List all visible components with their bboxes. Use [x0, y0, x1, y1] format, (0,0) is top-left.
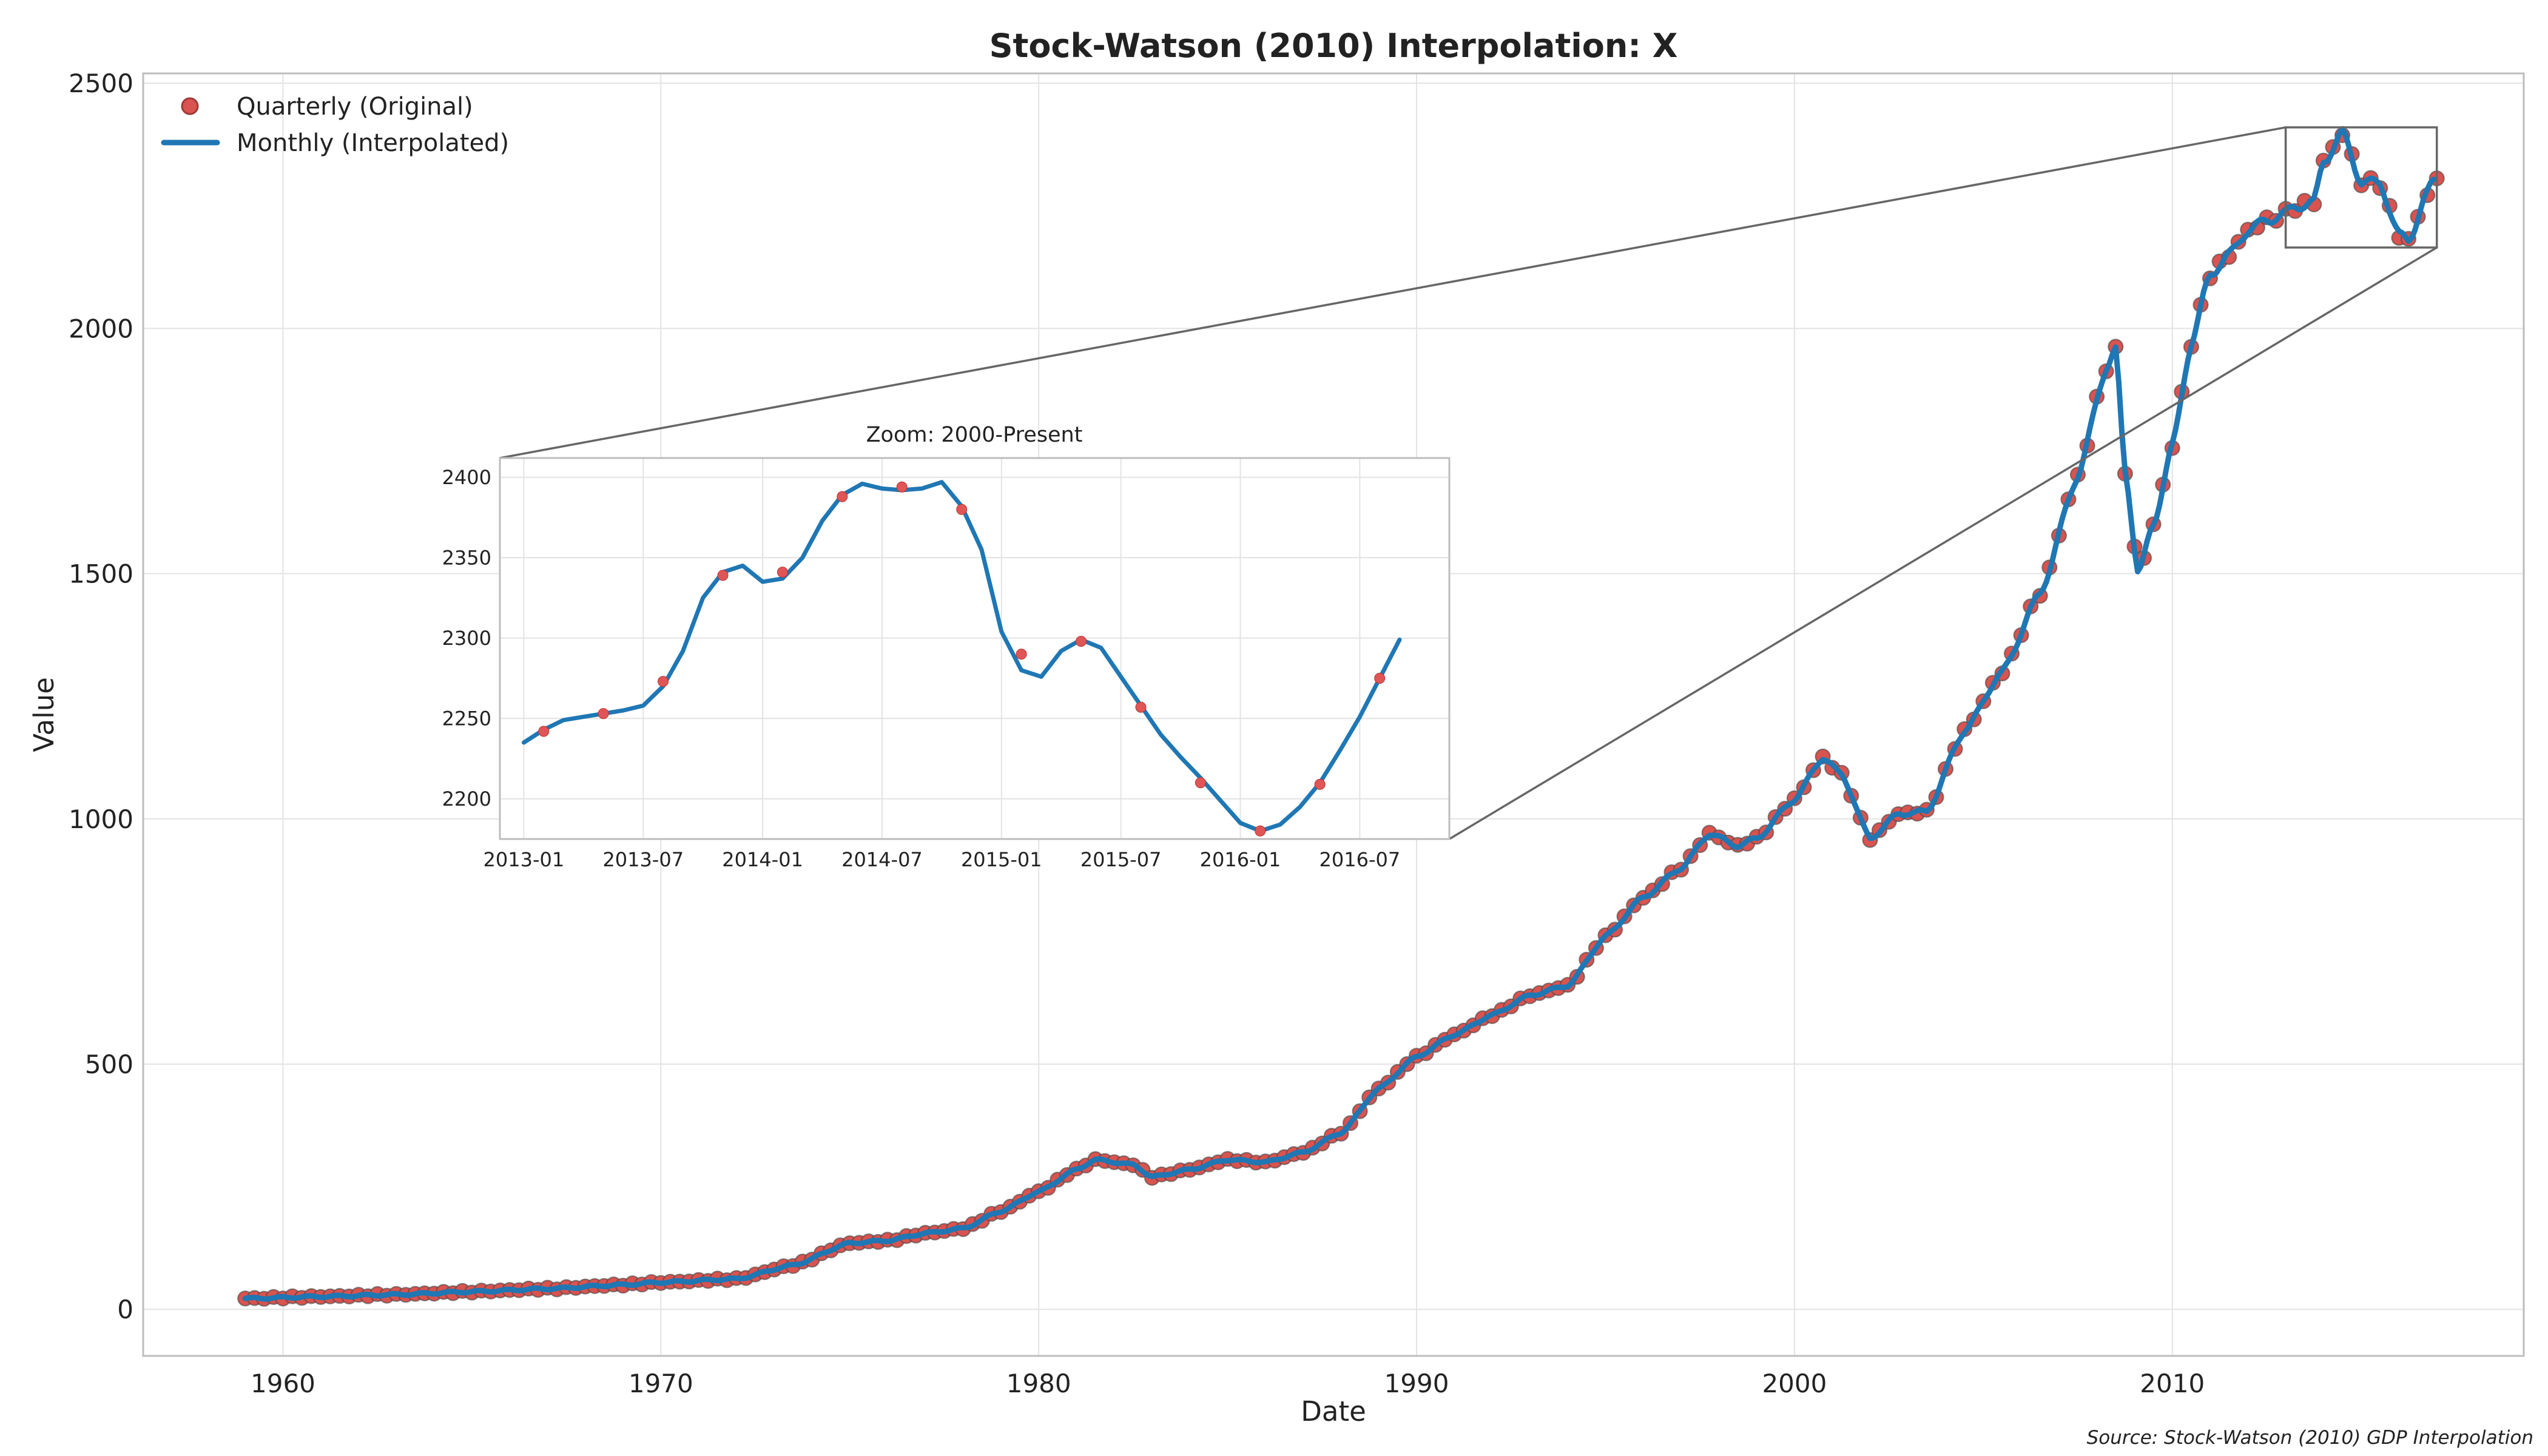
x-tick-label: 1980: [1006, 1369, 1071, 1398]
legend-points-label: Quarterly (Original): [237, 93, 473, 121]
monthly-line: [242, 126, 2437, 1302]
inset-y-tick-label: 2350: [442, 546, 491, 569]
inset-quarterly-point: [896, 481, 908, 493]
inset-series: [521, 480, 1402, 837]
inset-y-tick-label: 2250: [442, 707, 491, 730]
zoom-connector-bottom: [1449, 246, 2438, 840]
inset-y-tick-label: 2400: [442, 466, 491, 489]
inset-y-tick-label: 2200: [442, 787, 491, 811]
inset-quarterly-point: [956, 504, 968, 515]
y-tick-label: 0: [117, 1295, 133, 1324]
y-tick-label: 2500: [69, 69, 133, 98]
inset-title: Zoom: 2000-Present: [866, 423, 1083, 447]
legend: Quarterly (Original) Monthly (Interpolat…: [161, 93, 509, 157]
zoom-connectors: [499, 126, 2438, 840]
legend-points-marker: [181, 97, 199, 115]
inset-quarterly-point: [1374, 673, 1386, 684]
main-ticks: 1960 1970 1980 1990 2000 2010 0 500 1000 1500 2000…: [69, 69, 2205, 1398]
inset-quarterly-point: [1016, 649, 1027, 660]
inset-frame: [499, 457, 1451, 840]
y-tick-label: 500: [85, 1050, 133, 1079]
source-note: Source: Stock-Watson (2010) GDP Interpol…: [2087, 1427, 2533, 1449]
inset-quarterly-point: [777, 567, 788, 578]
inset-quarterly-point: [658, 676, 669, 687]
main-plot-frame: [142, 72, 2525, 1357]
inset-quarterly-point: [1076, 636, 1087, 647]
inset-quarterly-point: [717, 570, 729, 581]
inset-grid: [500, 458, 1449, 839]
x-tick-label: 2010: [2140, 1369, 2205, 1398]
inset-quarterly-point: [837, 491, 848, 502]
y-tick-label: 1000: [69, 804, 133, 834]
x-tick-label: 2000: [1762, 1369, 1827, 1398]
inset-quarterly-point: [1314, 778, 1326, 790]
y-tick-label: 2000: [69, 314, 133, 343]
inset-quarterly-point: [1195, 777, 1206, 789]
inset-background: [500, 458, 1449, 839]
inset-y-tick-label: 2300: [442, 627, 491, 650]
inset-quarterly-point: [1135, 701, 1147, 713]
inset-ticks: 2200 2250 2300 2350 2400 2013-01 2013-07 2014-0…: [442, 466, 1401, 871]
inset-x-tick-label: 2014-01: [722, 848, 803, 871]
inset-x-tick-label: 2013-07: [602, 848, 684, 871]
x-axis-label: Date: [1301, 1395, 1366, 1427]
inset-quarterly-point: [1255, 825, 1266, 837]
chart-title: Stock-Watson (2010) Interpolation: X: [989, 27, 1678, 65]
y-tick-label: 1500: [69, 559, 133, 589]
inset-x-tick-label: 2016-01: [1200, 848, 1281, 871]
zoom-inset: 2200 2250 2300 2350 2400 2013-01 2013-07 2014-0…: [442, 423, 1451, 871]
inset-x-tick-label: 2016-07: [1320, 848, 1401, 871]
y-axis-label: Value: [28, 677, 60, 752]
inset-quarterly-point: [538, 726, 550, 737]
x-tick-label: 1970: [629, 1369, 693, 1398]
main-series: [237, 126, 2445, 1307]
inset-x-tick-label: 2015-01: [961, 848, 1042, 871]
legend-line-label: Monthly (Interpolated): [237, 129, 509, 157]
inset-x-tick-label: 2015-07: [1080, 848, 1162, 871]
zoom-connector-top: [499, 126, 2286, 459]
zoom-box: [2284, 126, 2438, 249]
x-tick-label: 1990: [1384, 1369, 1449, 1398]
x-tick-label: 1960: [251, 1369, 315, 1398]
inset-x-tick-label: 2014-07: [841, 848, 923, 871]
inset-x-tick-label: 2013-01: [484, 848, 565, 871]
inset-quarterly-point: [598, 708, 609, 720]
